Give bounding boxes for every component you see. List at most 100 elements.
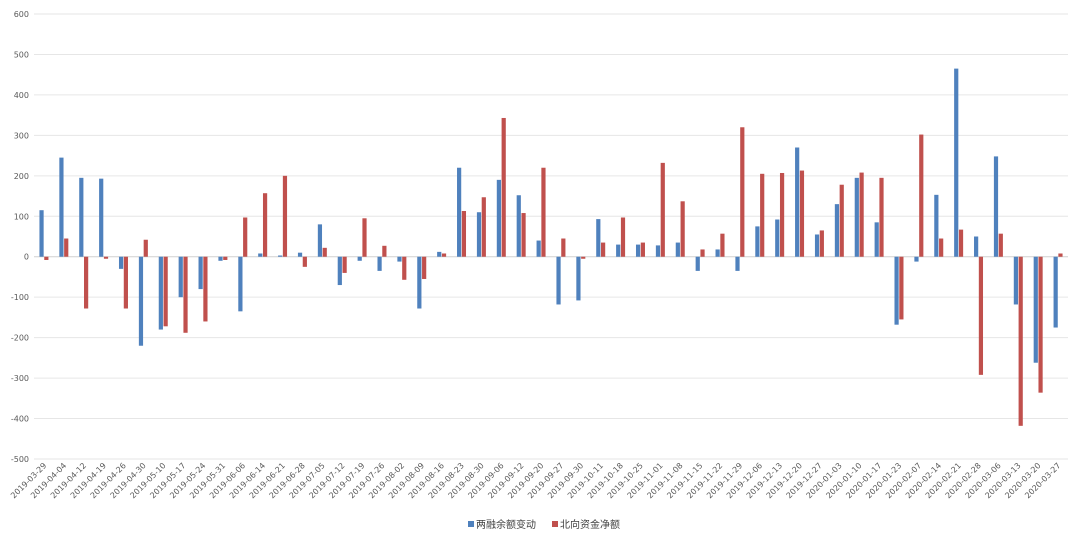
bar-series-2 xyxy=(103,256,109,259)
bar-series-2 xyxy=(521,213,526,257)
bar-series-1 xyxy=(934,194,939,257)
bar-series-2 xyxy=(620,217,626,257)
bar-series-1 xyxy=(715,249,720,257)
bar-series-2 xyxy=(322,247,327,257)
y-axis-ticks: -500 -400 -300 -200 -100 0 100 200 300 400 500 600 xyxy=(11,10,29,464)
bar-series-1 xyxy=(1053,256,1058,328)
bar-series-1 xyxy=(635,244,641,257)
bar-series-2 xyxy=(262,193,268,257)
bar-series-2 xyxy=(779,172,785,257)
bar-series-2 xyxy=(978,256,984,375)
bar-series-2 xyxy=(481,197,486,257)
legend-label-series-1: 两融余额变动 xyxy=(476,518,536,531)
bar-series-1 xyxy=(834,204,840,257)
bar-series-2 xyxy=(899,256,904,320)
bar-series-2 xyxy=(760,173,765,257)
y-tick-label: -100 xyxy=(11,293,29,302)
bar-series-1 xyxy=(914,256,919,262)
bar-series-2 xyxy=(64,238,69,257)
y-tick-label: 600 xyxy=(14,10,29,19)
bar-series-2 xyxy=(163,256,168,327)
bar-series-2 xyxy=(581,256,586,259)
bar-series-2 xyxy=(243,217,248,257)
bar-series-1 xyxy=(397,256,402,262)
bar-series-2 xyxy=(203,256,208,322)
bar-series-2 xyxy=(720,233,725,257)
bar-series-1 xyxy=(576,256,581,301)
y-tick-label: 400 xyxy=(14,91,29,100)
bar-series-2 xyxy=(282,175,288,257)
bar-series-2 xyxy=(839,184,844,257)
bar-series-1 xyxy=(357,256,362,261)
bar-series-1 xyxy=(59,157,64,257)
bar-series-1 xyxy=(596,219,601,257)
bar-series-2 xyxy=(362,218,367,257)
bar-series-1 xyxy=(675,242,680,257)
bar-series-2 xyxy=(939,238,944,257)
bar-series-2 xyxy=(441,253,447,257)
bar-series-1 xyxy=(974,236,979,257)
bar-series-1 xyxy=(993,156,999,257)
bar-series-1 xyxy=(138,256,144,346)
bar-series-2 xyxy=(640,242,645,257)
bar-series-1 xyxy=(258,253,263,257)
bar-series-2 xyxy=(501,117,506,257)
y-tick-label: -500 xyxy=(11,455,29,464)
bar-series-1 xyxy=(795,147,800,257)
bar-series-2 xyxy=(680,201,685,257)
y-tick-label: 100 xyxy=(14,212,29,221)
y-tick-label: 500 xyxy=(14,50,29,59)
bar-series-2 xyxy=(422,256,427,279)
bar-series-1 xyxy=(755,226,760,257)
legend-swatch-series-2 xyxy=(552,521,558,527)
bar-series-1 xyxy=(655,245,661,257)
bar-series-1 xyxy=(118,256,124,269)
bar-series-1 xyxy=(198,256,203,290)
bar-series-1 xyxy=(1033,256,1038,363)
bar-series-1 xyxy=(874,222,879,257)
bar-series-2 xyxy=(660,162,665,257)
bar-series-2 xyxy=(223,256,228,260)
bar-series-2 xyxy=(143,239,148,257)
x-axis-ticks: 2019-03-292019-04-042019-04-122019-04-19… xyxy=(9,461,1062,500)
bar-series-1 xyxy=(417,256,422,309)
bar-series-2 xyxy=(700,249,705,257)
y-tick-label: 0 xyxy=(24,253,29,262)
bar-series-1 xyxy=(536,240,541,257)
bar-series-2 xyxy=(879,177,884,257)
gridlines xyxy=(34,13,1068,460)
legend: 两融余额变动 北向资金净额 xyxy=(468,518,620,531)
bar-series-1 xyxy=(616,244,621,257)
legend-label-series-2: 北向资金净额 xyxy=(560,518,620,531)
bar-series-1 xyxy=(79,177,84,257)
bar-series-1 xyxy=(99,178,104,257)
bar-series-1 xyxy=(556,256,561,305)
bars xyxy=(39,68,1063,426)
bar-series-1 xyxy=(854,177,859,257)
bar-series-2 xyxy=(123,256,128,309)
bar-series-1 xyxy=(695,256,700,271)
bar-series-2 xyxy=(1018,256,1023,426)
bar-series-1 xyxy=(735,256,740,271)
bar-series-2 xyxy=(84,256,89,309)
bar-series-1 xyxy=(337,256,342,286)
bar-series-2 xyxy=(382,245,387,257)
bar-series-2 xyxy=(183,256,188,333)
bar-series-1 xyxy=(158,256,163,330)
bar-series-2 xyxy=(302,256,307,267)
bar-series-1 xyxy=(377,256,382,271)
bar-series-2 xyxy=(799,170,805,257)
bar-series-2 xyxy=(561,238,566,257)
bar-series-2 xyxy=(342,256,347,273)
y-tick-label: -300 xyxy=(11,374,29,383)
y-tick-label: 300 xyxy=(14,131,29,140)
bar-series-2 xyxy=(740,127,745,257)
bar-series-2 xyxy=(1058,253,1063,257)
bar-series-2 xyxy=(601,242,606,257)
bar-series-1 xyxy=(476,212,482,257)
bar-series-1 xyxy=(278,255,283,257)
bar-series-2 xyxy=(461,211,467,257)
bar-series-2 xyxy=(859,172,864,257)
bar-series-1 xyxy=(954,68,959,257)
